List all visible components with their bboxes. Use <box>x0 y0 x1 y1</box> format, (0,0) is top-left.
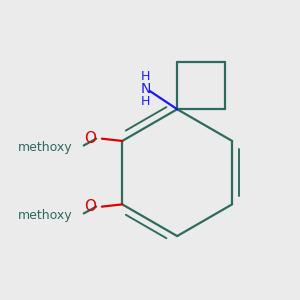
Text: H: H <box>141 95 150 108</box>
Text: methoxy: methoxy <box>18 209 72 222</box>
Text: O: O <box>84 131 96 146</box>
Text: H: H <box>141 70 150 83</box>
Text: O: O <box>84 199 96 214</box>
Text: N: N <box>140 82 151 96</box>
Text: methoxy: methoxy <box>18 141 72 154</box>
